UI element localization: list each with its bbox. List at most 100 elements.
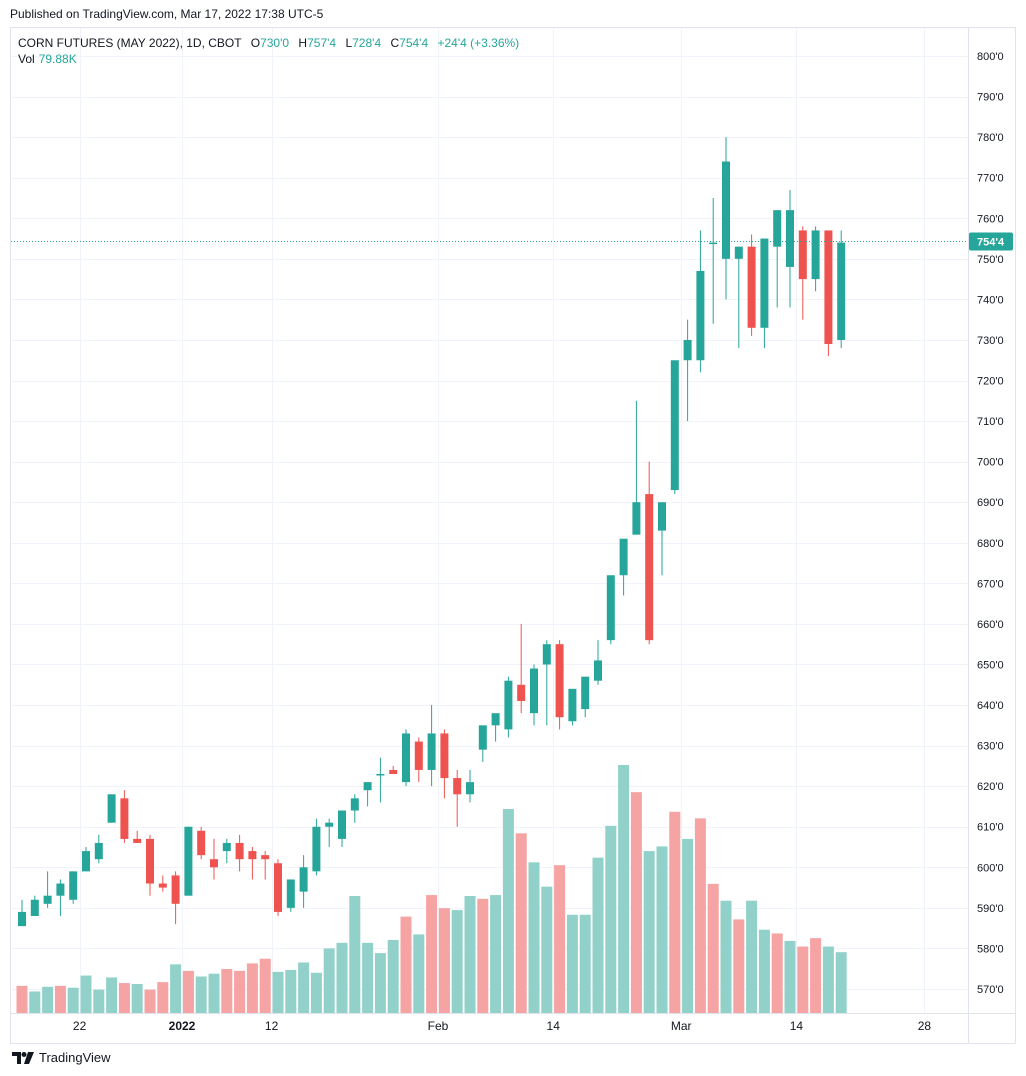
candle xyxy=(30,895,39,916)
grid-lines xyxy=(11,28,968,1013)
candle xyxy=(414,737,423,783)
volume-bar xyxy=(336,942,348,1013)
candle-body xyxy=(18,911,26,927)
candle-body xyxy=(235,842,244,860)
candle xyxy=(491,713,500,742)
volume-bar xyxy=(259,958,271,1013)
legend-change: +24'4 (+3.36%) xyxy=(437,36,520,50)
volume-bar xyxy=(554,865,566,1013)
candle-body xyxy=(43,895,52,904)
volume-bar xyxy=(80,975,92,1013)
candle xyxy=(146,834,154,896)
last-price-badge-label: 754'4 xyxy=(977,237,1005,249)
volume-bar xyxy=(477,898,489,1013)
candle-body xyxy=(248,851,257,860)
candle-body xyxy=(325,822,334,827)
candle-body xyxy=(261,855,270,860)
candle-body xyxy=(734,246,743,259)
candle xyxy=(222,838,231,864)
volume-bar xyxy=(362,942,374,1013)
volume-bar xyxy=(310,972,322,1013)
candle-body xyxy=(837,242,846,340)
last-price-badge: 754'4 xyxy=(969,232,1013,251)
candle-body xyxy=(568,688,577,722)
candle xyxy=(824,230,833,357)
volume-bar xyxy=(157,982,169,1013)
candle-body xyxy=(619,538,628,576)
candle-body xyxy=(312,826,321,872)
volume-bar xyxy=(605,825,617,1013)
volume-bar xyxy=(387,940,399,1013)
candle-body xyxy=(338,810,346,839)
price-tick-label: 640'0 xyxy=(977,700,1004,712)
volume-bar xyxy=(822,946,834,1013)
candle-body xyxy=(747,246,756,328)
volume-bar xyxy=(298,962,310,1013)
volume-bar xyxy=(707,883,719,1013)
candle-body xyxy=(30,899,39,916)
candle xyxy=(248,847,257,880)
candle xyxy=(286,879,295,912)
candle-body xyxy=(786,210,794,267)
volume-bar xyxy=(464,896,476,1013)
volume-bar xyxy=(182,970,194,1013)
volume-bar xyxy=(541,886,553,1013)
volume-bar xyxy=(16,985,28,1013)
volume-bar xyxy=(758,929,770,1013)
volume-bar xyxy=(208,973,220,1013)
volume-bar xyxy=(221,969,233,1013)
volume-bar xyxy=(694,818,706,1013)
candle-body xyxy=(427,733,436,770)
volume-bar xyxy=(810,938,822,1013)
volume-label: Vol xyxy=(18,52,35,66)
candle-body xyxy=(350,798,359,811)
price-tick-label: 690'0 xyxy=(977,497,1004,509)
time-tick-label: Mar xyxy=(671,1019,692,1033)
candle-body xyxy=(210,859,218,868)
candle xyxy=(389,765,398,775)
candle xyxy=(530,664,538,726)
candle xyxy=(760,238,769,349)
tradingview-brand[interactable]: TradingView xyxy=(12,1050,111,1065)
volume-value: 79.88K xyxy=(38,52,77,66)
volume-bar xyxy=(426,895,438,1013)
candle-body xyxy=(811,230,820,280)
candle xyxy=(107,794,116,823)
volume-bar xyxy=(272,971,284,1013)
candle xyxy=(670,360,679,495)
price-tick-label: 790'0 xyxy=(977,92,1004,104)
candle xyxy=(197,826,206,860)
candle-body xyxy=(504,680,513,730)
candle-body xyxy=(670,360,679,491)
candle xyxy=(811,226,820,292)
volume-bar xyxy=(643,851,655,1013)
candle xyxy=(43,871,52,908)
candle-body xyxy=(824,230,833,345)
price-tick-label: 660'0 xyxy=(977,619,1004,631)
legend-low-value: 728'4 xyxy=(352,36,382,50)
candle xyxy=(350,794,359,823)
time-axis[interactable]: 22 2022 12 Feb 14 Mar 14 28 xyxy=(73,1019,931,1033)
candle-body xyxy=(184,826,193,896)
time-tick-label: 28 xyxy=(918,1019,932,1033)
price-tick-label: 620'0 xyxy=(977,781,1004,793)
candle xyxy=(299,855,308,908)
volume-bar xyxy=(42,986,54,1013)
candle xyxy=(555,640,564,730)
candle xyxy=(184,826,193,896)
volume-bar xyxy=(682,838,694,1013)
candle-body xyxy=(171,875,180,904)
legend-symbol: CORN FUTURES (MAY 2022), 1D, CBOT xyxy=(18,36,242,50)
legend-open-value: 730'0 xyxy=(260,36,290,50)
candle-body xyxy=(530,668,538,714)
legend-open-label: O xyxy=(250,36,261,50)
chart-frame[interactable] xyxy=(10,27,1016,1044)
volume-bar xyxy=(29,991,41,1013)
price-axis[interactable]: 800'0 790'0 780'0 770'0 760'0 750'0 740'0 730'0… xyxy=(977,51,1004,996)
candle-body xyxy=(222,842,231,852)
volume-bar xyxy=(746,900,758,1013)
price-tick-label: 720'0 xyxy=(977,376,1004,388)
candle-body xyxy=(299,867,308,892)
candle-body xyxy=(632,502,641,535)
